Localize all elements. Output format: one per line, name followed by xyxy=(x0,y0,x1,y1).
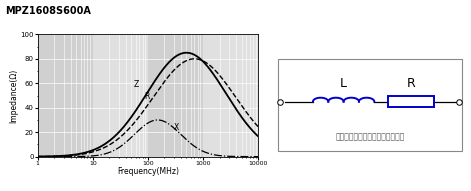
Text: R: R xyxy=(144,92,149,101)
Bar xyxy=(278,59,463,151)
Text: 等效电阵部分在高频下占主要作用: 等效电阵部分在高频下占主要作用 xyxy=(336,133,405,142)
Text: R: R xyxy=(406,77,415,90)
Text: MPZ1608S600A: MPZ1608S600A xyxy=(5,6,90,16)
Y-axis label: Impedance(Ω): Impedance(Ω) xyxy=(9,68,19,123)
Bar xyxy=(148,34,203,157)
Text: X: X xyxy=(174,123,179,132)
Text: Z: Z xyxy=(134,80,139,89)
Text: L: L xyxy=(340,77,347,90)
X-axis label: Frequency(MHz): Frequency(MHz) xyxy=(117,167,179,176)
Bar xyxy=(38,34,93,157)
Bar xyxy=(388,96,434,107)
